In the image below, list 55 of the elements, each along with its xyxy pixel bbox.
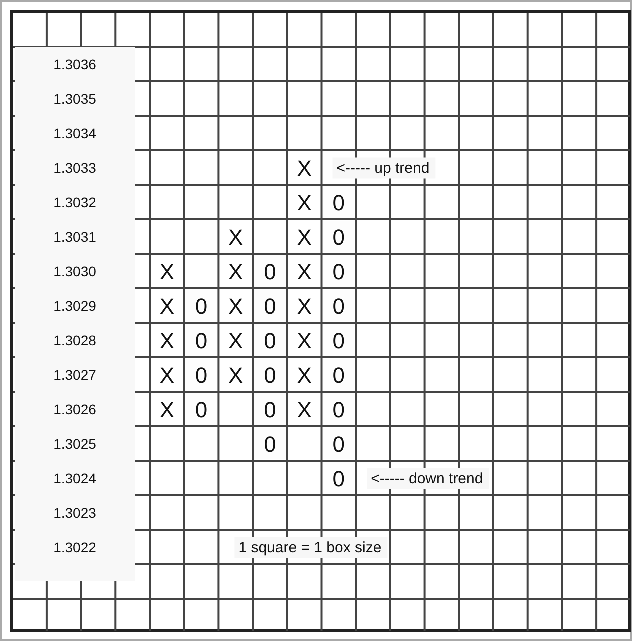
text: X (228, 294, 244, 319)
text: X (160, 294, 175, 319)
data-label: 0 (195, 397, 208, 422)
data-label: 0 (195, 328, 208, 354)
data-label: 0 (332, 466, 346, 492)
data-label: 0 (332, 432, 346, 457)
text: X (297, 259, 312, 284)
data-label: 0 (332, 259, 346, 284)
data-label: 0 (264, 328, 276, 354)
y-tick-label: 1.3028 (54, 332, 97, 348)
data-label: 0 (332, 362, 346, 388)
data-label: 0 (195, 362, 208, 388)
data-label: 0 (264, 259, 276, 284)
y-tick-label: 1.3023 (54, 504, 97, 521)
text: X (160, 259, 175, 284)
y-tick-label: 1.3033 (54, 160, 97, 176)
data-label: 0 (332, 190, 346, 216)
y-tick-label: 1.3036 (54, 56, 97, 72)
annotation: <----- down trend (371, 470, 484, 488)
annotation: 1 square = 1 box size (238, 539, 382, 556)
y-tick-label: 1.3032 (54, 194, 97, 210)
text: X (228, 328, 244, 354)
text: X (297, 328, 312, 354)
data-label: 0 (195, 294, 208, 319)
data-label: 0 (332, 294, 346, 319)
y-tick-label: 1.3029 (54, 298, 97, 314)
y-tick-label: 1.3031 (54, 228, 97, 245)
text: X (160, 362, 175, 388)
text: X (297, 362, 312, 388)
y-tick-label: 1.3027 (54, 366, 97, 383)
text: X (297, 190, 312, 216)
data-label: 0 (264, 432, 276, 457)
text: X (297, 397, 312, 422)
text: X (228, 224, 244, 250)
annotation: <----- up trend (336, 160, 430, 177)
text: X (297, 224, 312, 250)
y-tick-label: 1.3034 (54, 125, 97, 142)
data-label: 0 (332, 328, 346, 354)
text: X (228, 362, 244, 388)
data-label: 0 (264, 362, 276, 388)
data-label: 0 (332, 397, 346, 422)
text: X (160, 397, 175, 422)
y-tick-label: 1.3026 (54, 401, 97, 418)
y-tick-label: 1.3024 (54, 470, 97, 486)
text: X (160, 328, 175, 354)
text: X (297, 156, 312, 181)
y-tick-label: 1.3025 (54, 436, 97, 452)
text: X (228, 259, 244, 284)
data-label: 0 (264, 294, 276, 319)
y-tick-label: 1.3035 (54, 90, 97, 107)
y-tick-label: 1.3022 (54, 539, 97, 556)
text: X (297, 294, 312, 319)
y-tick-label: 1.3030 (54, 263, 97, 280)
data-label: 0 (264, 397, 276, 422)
data-label: 0 (332, 224, 346, 250)
